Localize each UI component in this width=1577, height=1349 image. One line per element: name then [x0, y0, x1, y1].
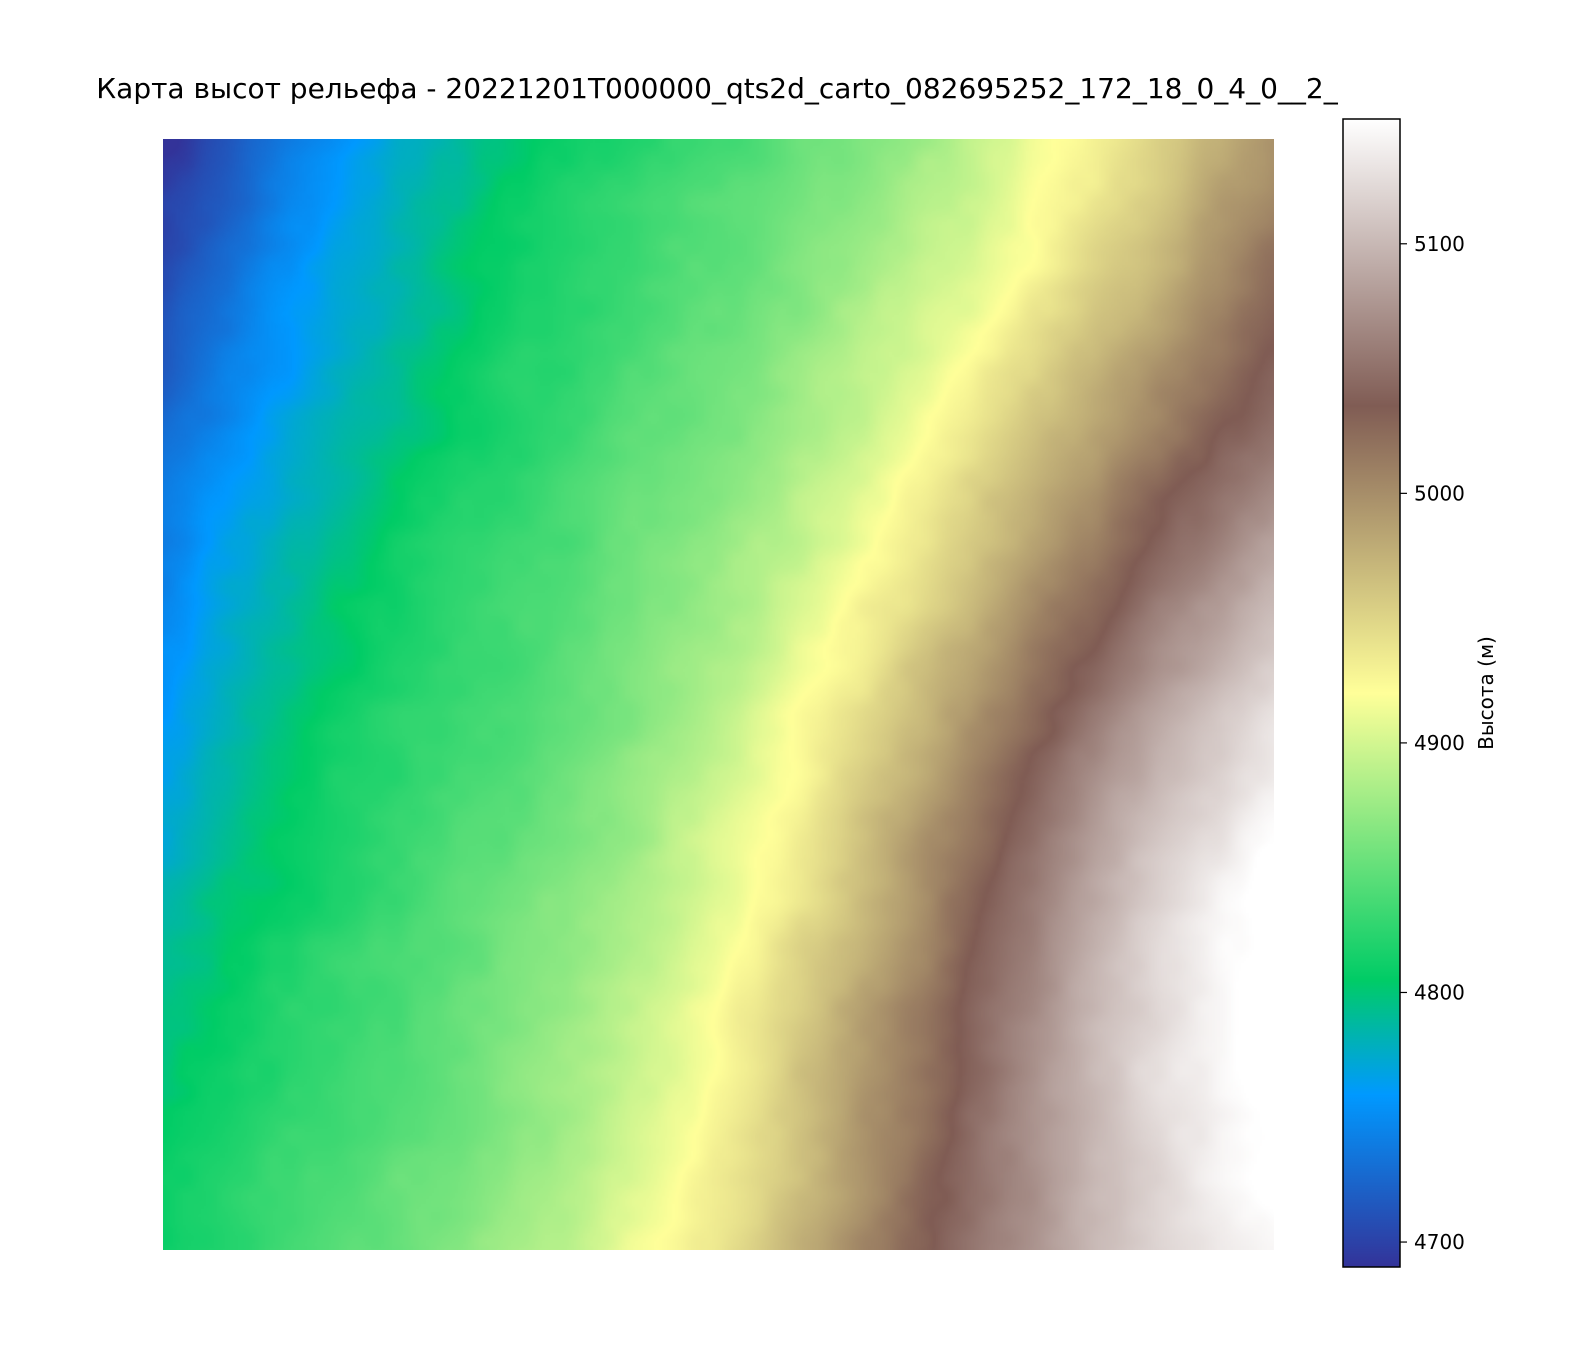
colorbar-tick-label: 4700 [1414, 1230, 1465, 1254]
colorbar-tick-label: 5100 [1414, 232, 1465, 256]
colorbar-gradient [1343, 119, 1400, 1267]
colorbar-ticks: 4700 4800 4900 5000 5100 [1400, 232, 1465, 1254]
colorbar-frame [1342, 118, 1401, 1268]
colorbar: 4700 4800 4900 5000 5100 Высота (м) [1342, 118, 1498, 1268]
colorbar-label: Высота (м) [1474, 636, 1498, 750]
chart-title: Карта высот рельефа - 20221201T000000_qt… [96, 72, 1338, 105]
colorbar-tick-label: 4900 [1414, 731, 1465, 755]
heatmap-image [163, 139, 1274, 1250]
colorbar-tick-label: 4800 [1414, 980, 1465, 1004]
elevation-heatmap [163, 139, 1274, 1250]
colorbar-tick-label: 5000 [1414, 481, 1465, 505]
